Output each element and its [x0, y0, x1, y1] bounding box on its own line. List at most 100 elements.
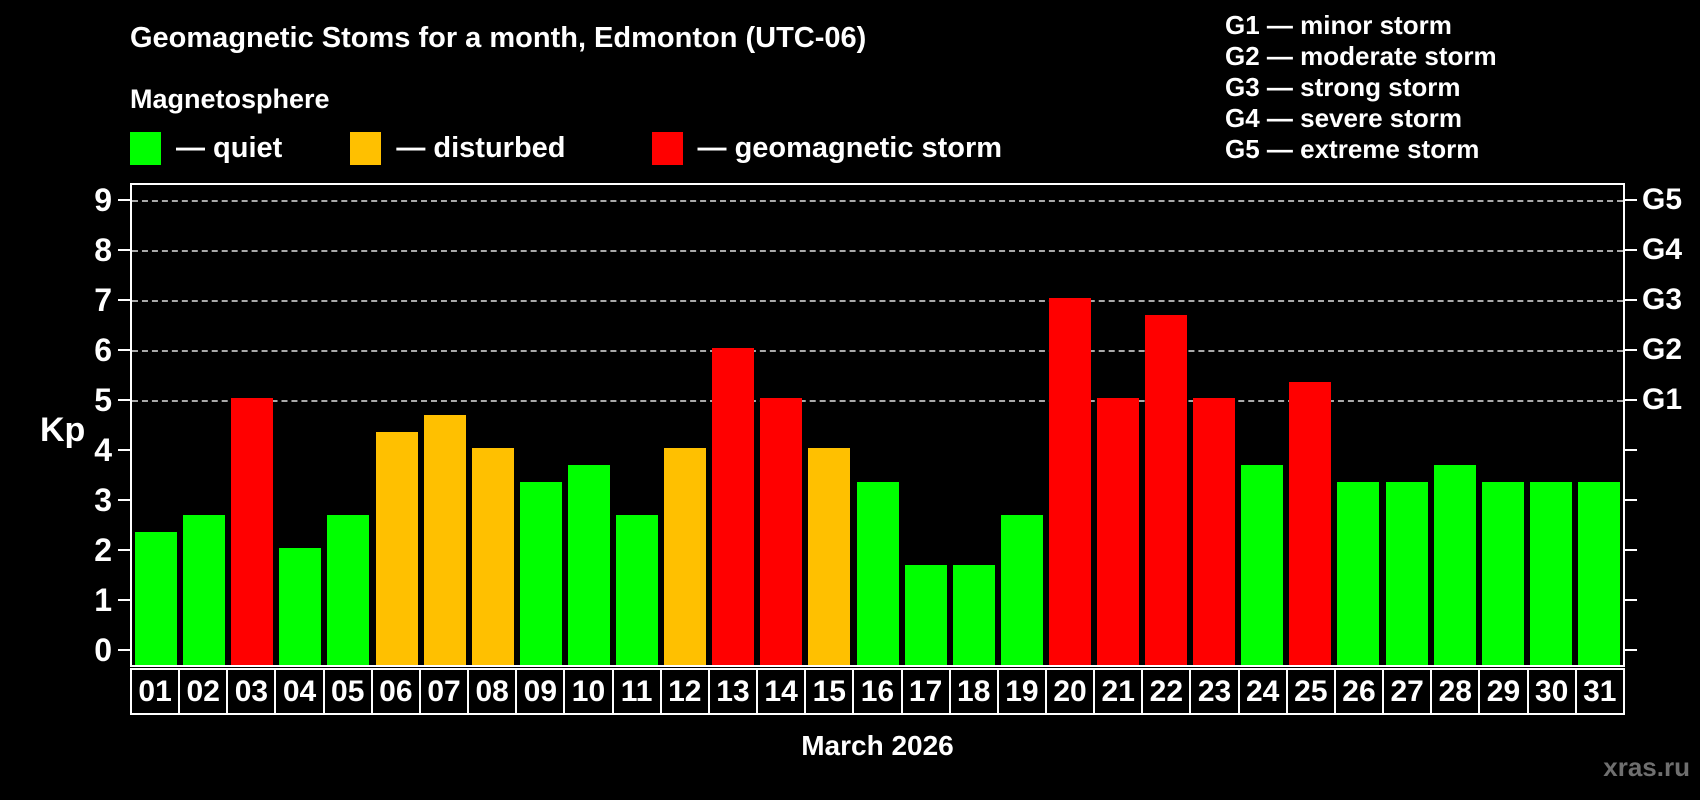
legend-label: — geomagnetic storm [697, 132, 1003, 164]
g-legend-line: G1 — minor storm [1225, 10, 1452, 40]
bar-day-26 [1337, 481, 1380, 665]
y-tick-label-8: 8 [94, 232, 112, 268]
y-tick-right-8 [1625, 249, 1637, 251]
bar-day-23 [1193, 398, 1236, 665]
day-label-18: 18 [948, 668, 999, 715]
y-tick-left-7 [118, 299, 130, 301]
day-label-15: 15 [804, 668, 855, 715]
bar-day-15 [808, 448, 851, 665]
y-tick-left-4 [118, 449, 130, 451]
legend-item-quiet: — quiet [130, 132, 282, 165]
day-label-07: 07 [418, 668, 470, 715]
y-tick-label-2: 2 [94, 532, 112, 568]
day-label-24: 24 [1237, 668, 1288, 715]
bar-day-29 [1481, 481, 1524, 665]
day-label-03: 03 [226, 668, 277, 715]
y-tick-left-9 [118, 199, 130, 201]
day-label-19: 19 [996, 668, 1047, 715]
bar-day-02 [183, 514, 226, 665]
y-tick-label-1: 1 [94, 582, 112, 618]
day-label-20: 20 [1044, 668, 1096, 715]
legend-item-disturbed: — disturbed [350, 132, 566, 165]
gridline-kp6 [132, 350, 1623, 352]
day-label-23: 23 [1189, 668, 1240, 715]
bar-day-22 [1145, 314, 1188, 665]
chart-title: Geomagnetic Stoms for a month, Edmonton … [130, 22, 867, 54]
y-tick-label-0: 0 [94, 632, 112, 668]
legend-item-storm: — geomagnetic storm [651, 132, 1003, 165]
day-label-13: 13 [707, 668, 759, 715]
day-label-10: 10 [563, 668, 614, 715]
right-axis-label-G5: G5 [1642, 183, 1683, 216]
watermark: xras.ru [1603, 752, 1690, 782]
day-label-05: 05 [322, 668, 373, 715]
y-tick-right-7 [1625, 299, 1637, 301]
storm-swatch-icon [651, 132, 683, 165]
x-axis-title: March 2026 [801, 730, 954, 761]
right-axis-label-G4: G4 [1642, 233, 1683, 266]
legend-label: — disturbed [396, 132, 566, 164]
y-tick-left-5 [118, 399, 130, 401]
y-tick-right-4 [1625, 449, 1637, 451]
y-tick-label-7: 7 [94, 282, 112, 318]
y-tick-right-5 [1625, 399, 1637, 401]
bar-day-28 [1433, 464, 1476, 665]
bar-day-19 [1000, 514, 1043, 665]
gridline-kp9 [132, 200, 1623, 202]
day-label-27: 27 [1382, 668, 1433, 715]
bar-day-04 [279, 548, 322, 665]
day-label-12: 12 [659, 668, 710, 715]
legend-label: — quiet [176, 132, 283, 164]
day-label-14: 14 [756, 668, 807, 715]
legend-title: Magnetosphere [130, 84, 330, 114]
bar-day-30 [1529, 481, 1572, 665]
y-tick-left-3 [118, 499, 130, 501]
g-scale-legend: G1 — minor storm G2 — moderate storm G3 — … [1225, 10, 1497, 165]
day-label-31: 31 [1574, 668, 1625, 715]
g-legend-line: G2 — moderate storm [1225, 41, 1497, 71]
day-label-25: 25 [1285, 668, 1336, 715]
bar-day-24 [1241, 464, 1284, 665]
day-label-09: 09 [515, 668, 566, 715]
bar-day-03 [231, 398, 274, 665]
bar-day-20 [1048, 298, 1091, 665]
bar-day-07 [423, 414, 466, 665]
disturbed-swatch-icon [350, 132, 382, 165]
bar-day-31 [1577, 481, 1620, 665]
bar-day-16 [856, 481, 899, 665]
bar-day-13 [712, 348, 755, 665]
y-tick-right-0 [1625, 649, 1637, 651]
y-tick-right-1 [1625, 599, 1637, 601]
right-axis-label-G1: G1 [1642, 383, 1683, 416]
day-label-22: 22 [1141, 668, 1192, 715]
y-tick-label-3: 3 [94, 482, 112, 518]
g-legend-line: G4 — severe storm [1225, 103, 1463, 133]
magnetosphere-legend: — quiet — disturbed — geomagnetic storm [130, 132, 1002, 165]
gridline-kp8 [132, 250, 1623, 252]
day-label-28: 28 [1430, 668, 1481, 715]
y-tick-right-9 [1625, 199, 1637, 201]
day-label-30: 30 [1526, 668, 1577, 715]
bar-day-17 [904, 564, 947, 665]
y-tick-right-6 [1625, 349, 1637, 351]
g-legend-line: G5 — extreme storm [1225, 134, 1480, 164]
y-axis-title: Kp [40, 411, 86, 449]
day-label-29: 29 [1478, 668, 1529, 715]
day-label-26: 26 [1333, 668, 1385, 715]
y-tick-label-6: 6 [94, 332, 112, 368]
plot-area [130, 183, 1625, 667]
day-label-06: 06 [370, 668, 421, 715]
day-label-11: 11 [611, 668, 662, 715]
g-legend-line: G3 — strong storm [1225, 72, 1461, 102]
quiet-swatch-icon [130, 132, 161, 165]
day-label-17: 17 [900, 668, 951, 715]
gridline-kp5 [132, 400, 1623, 402]
y-tick-left-8 [118, 249, 130, 251]
bar-day-27 [1385, 481, 1428, 665]
bar-day-05 [327, 514, 370, 665]
bar-day-18 [952, 564, 995, 665]
y-tick-left-6 [118, 349, 130, 351]
day-label-02: 02 [178, 668, 229, 715]
bar-day-10 [567, 464, 610, 665]
day-label-21: 21 [1093, 668, 1144, 715]
